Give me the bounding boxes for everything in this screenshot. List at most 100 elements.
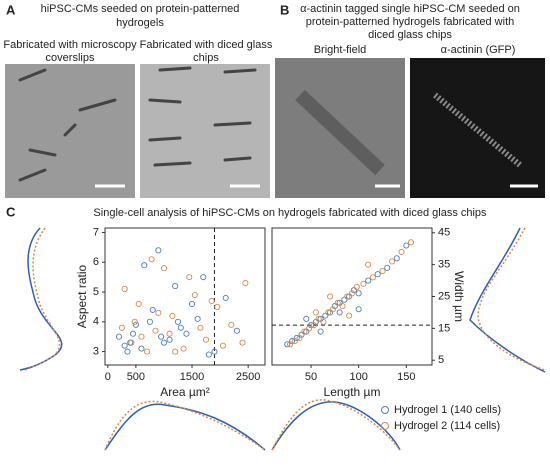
density-curves bbox=[19, 227, 546, 451]
caption: coverslips bbox=[46, 52, 95, 64]
point bbox=[288, 338, 296, 345]
point bbox=[353, 283, 360, 290]
cells bbox=[18, 66, 257, 182]
point bbox=[307, 322, 315, 329]
point bbox=[200, 274, 207, 281]
point bbox=[121, 342, 128, 349]
point bbox=[310, 322, 317, 329]
point bbox=[365, 277, 372, 284]
point bbox=[124, 348, 131, 355]
x-tick-label: 2500 bbox=[236, 371, 260, 383]
legend-marker bbox=[381, 406, 389, 414]
point bbox=[183, 330, 190, 337]
point bbox=[339, 303, 346, 310]
point bbox=[197, 324, 204, 331]
point bbox=[174, 318, 182, 325]
point bbox=[141, 262, 148, 269]
point bbox=[346, 312, 353, 319]
point bbox=[180, 345, 187, 352]
point bbox=[135, 300, 142, 307]
point bbox=[228, 321, 235, 328]
x-tick-label: 50 bbox=[305, 371, 317, 383]
y-tick-label: 35 bbox=[438, 259, 450, 271]
point bbox=[398, 248, 405, 255]
y-tick-label: 3 bbox=[93, 346, 99, 358]
point bbox=[291, 338, 298, 345]
point bbox=[186, 274, 193, 281]
point bbox=[239, 339, 246, 346]
point bbox=[222, 294, 229, 302]
point bbox=[233, 327, 240, 334]
panel-label: B bbox=[280, 2, 289, 17]
cell bbox=[295, 89, 385, 176]
point bbox=[403, 242, 410, 249]
point bbox=[379, 267, 386, 275]
point bbox=[393, 255, 400, 262]
point bbox=[118, 324, 125, 331]
y-tick-label: 15 bbox=[438, 322, 450, 334]
point bbox=[203, 336, 210, 343]
micrograph bbox=[140, 64, 270, 198]
x-axis-label: Length µm bbox=[324, 385, 381, 399]
point bbox=[287, 341, 294, 348]
point bbox=[121, 286, 128, 293]
panel-title: Single-cell analysis of hiPSC-CMs on hyd… bbox=[93, 207, 487, 219]
point bbox=[384, 264, 391, 271]
caption: Bright-field bbox=[314, 44, 367, 56]
panel-title: hiPSC-CMs seeded on protein-patterned bbox=[41, 3, 240, 15]
y-axis-label: Aspect ratio bbox=[75, 264, 89, 328]
point bbox=[148, 256, 155, 263]
x-tick-label: 150 bbox=[397, 371, 415, 383]
point bbox=[191, 291, 198, 299]
point bbox=[355, 306, 362, 313]
legend-label: Hydrogel 2 (114 cells) bbox=[394, 420, 500, 432]
point bbox=[325, 309, 332, 316]
point bbox=[208, 297, 215, 305]
point bbox=[369, 274, 377, 281]
panel-title: hydrogels bbox=[116, 17, 164, 29]
point bbox=[138, 345, 145, 352]
y-axis-label: Width µm bbox=[452, 271, 466, 322]
point bbox=[348, 290, 356, 297]
x-tick-label: 0 bbox=[105, 371, 111, 383]
panel-title: diced glass chips bbox=[368, 29, 452, 41]
point bbox=[166, 336, 173, 343]
point bbox=[158, 333, 165, 340]
point bbox=[407, 239, 415, 246]
point bbox=[296, 334, 303, 341]
point bbox=[344, 293, 351, 300]
point bbox=[155, 309, 162, 316]
point bbox=[320, 318, 327, 326]
point bbox=[303, 315, 310, 322]
point bbox=[172, 348, 179, 355]
point bbox=[166, 330, 173, 337]
point bbox=[149, 306, 156, 313]
legend-label: Hydrogel 1 (140 cells) bbox=[394, 404, 501, 416]
caption: α-actinin (GFP) bbox=[441, 44, 516, 56]
point bbox=[169, 312, 176, 319]
x-tick-label: 500 bbox=[127, 371, 145, 383]
point bbox=[219, 342, 226, 349]
panel-title: protein-patterned hydrogels fabricated w… bbox=[306, 16, 515, 28]
point bbox=[131, 318, 138, 325]
point bbox=[205, 351, 212, 358]
x-tick-label: 1500 bbox=[180, 371, 204, 383]
caption: chips bbox=[193, 52, 219, 64]
point bbox=[172, 283, 179, 290]
point bbox=[138, 333, 145, 340]
x-axis-label: Area µm² bbox=[160, 385, 210, 399]
point bbox=[130, 330, 137, 337]
point bbox=[284, 341, 291, 348]
caption: Fabricated with microscopy bbox=[3, 39, 137, 51]
y-tick-label: 45 bbox=[438, 227, 450, 239]
point bbox=[336, 309, 343, 316]
point bbox=[329, 306, 337, 313]
point bbox=[160, 339, 167, 346]
point bbox=[177, 324, 184, 331]
point bbox=[146, 318, 153, 325]
point bbox=[214, 303, 221, 310]
point bbox=[128, 339, 135, 346]
point bbox=[194, 315, 201, 322]
